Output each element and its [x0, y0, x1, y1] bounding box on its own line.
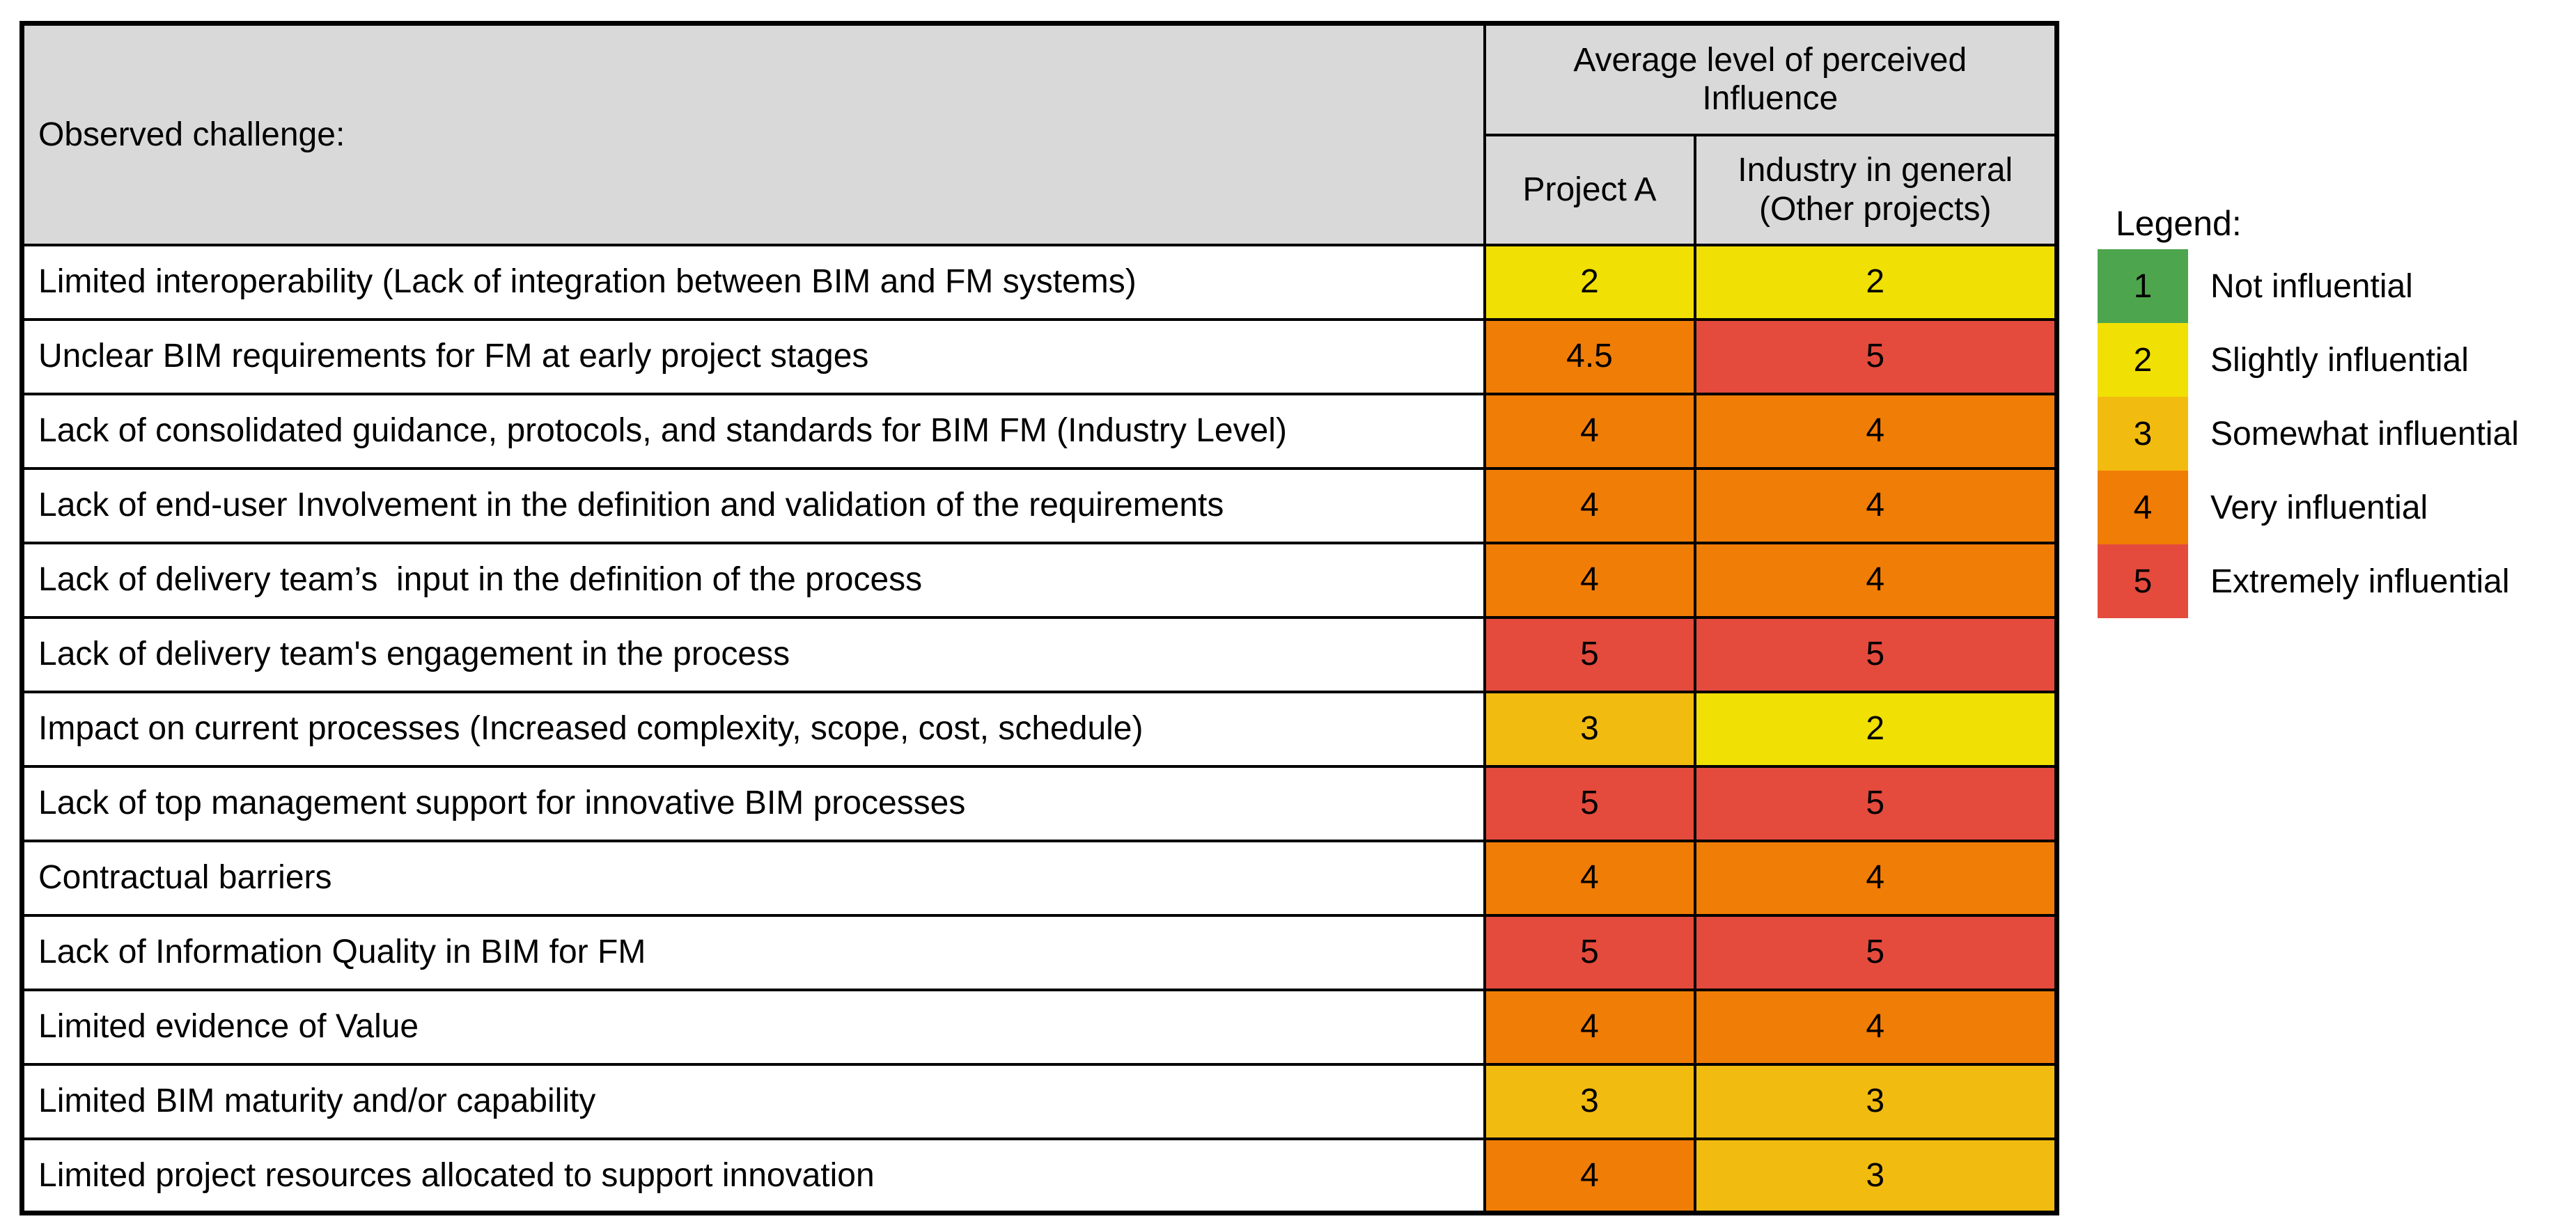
table-row: Lack of delivery team’s input in the def…	[20, 541, 2059, 619]
project-a-value-cell: 5	[1483, 913, 1696, 991]
legend-item: 2 Slightly influential	[2098, 323, 2575, 397]
table-row: Lack of end-user Involvement in the defi…	[20, 466, 2059, 544]
industry-column-header-label: Industry in general (Other projects)	[1738, 152, 2013, 228]
legend-value: 3	[2133, 415, 2153, 452]
industry-column-header: Industry in general (Other projects)	[1693, 133, 2059, 246]
project-a-value-cell: 4	[1483, 541, 1696, 619]
challenge-cell: Limited BIM maturity and/or capability	[20, 1062, 1486, 1140]
challenge-cell: Lack of top management support for innov…	[20, 764, 1486, 842]
table-row: Limited interoperability (Lack of integr…	[20, 243, 2059, 321]
legend-item: 4 Very influential	[2098, 471, 2575, 544]
industry-value-cell: 4	[1693, 466, 2059, 544]
legend-label: Not influential	[2210, 267, 2413, 305]
legend-title: Legend:	[2116, 204, 2242, 243]
industry-value-cell: 5	[1693, 317, 2059, 395]
legend-value: 2	[2133, 341, 2153, 379]
legend-color-chip: 5	[2098, 544, 2188, 618]
header-row-2: Project A Industry in general (Other pro…	[22, 133, 2059, 246]
influence-group-header-label: Average level of perceived Influence	[1573, 42, 1967, 118]
table-row: Unclear BIM requirements for FM at early…	[20, 317, 2059, 395]
legend-color-chip: 2	[2098, 323, 2188, 397]
table-row: Impact on current processes (Increased c…	[20, 690, 2059, 768]
legend-value: 5	[2133, 562, 2153, 600]
industry-value-cell: 2	[1693, 243, 2059, 321]
project-a-value-cell: 4	[1483, 988, 1696, 1066]
table-row: Contractual barriers 4 4	[20, 839, 2059, 917]
project-a-value-cell: 2	[1483, 243, 1696, 321]
project-a-value-cell: 3	[1483, 1062, 1696, 1140]
table-row: Lack of consolidated guidance, protocols…	[20, 392, 2059, 470]
legend-label: Extremely influential	[2210, 562, 2510, 600]
industry-value-cell: 5	[1693, 764, 2059, 842]
project-a-value-cell: 4	[1483, 466, 1696, 544]
project-a-value-cell: 5	[1483, 764, 1696, 842]
table-row: Limited BIM maturity and/or capability 3…	[20, 1062, 2059, 1140]
table-row: Lack of top management support for innov…	[20, 764, 2059, 842]
industry-value-cell: 4	[1693, 839, 2059, 917]
challenge-cell: Lack of Information Quality in BIM for F…	[20, 913, 1486, 991]
table-row: Limited evidence of Value 4 4	[20, 988, 2059, 1066]
project-a-value-cell: 4	[1483, 392, 1696, 470]
industry-value-cell: 2	[1693, 690, 2059, 768]
legend-value: 1	[2133, 267, 2153, 305]
legend-items: 1 Not influential 2 Slightly influential…	[2098, 249, 2575, 618]
project-a-column-header: Project A	[1483, 133, 1696, 246]
table-row: Lack of delivery team's engagement in th…	[20, 615, 2059, 693]
table-row: Lack of Information Quality in BIM for F…	[20, 913, 2059, 991]
legend-item: 5 Extremely influential	[2098, 544, 2575, 618]
project-a-value-cell: 4	[1483, 839, 1696, 917]
challenges-table: Observed challenge: Average level of per…	[19, 21, 2059, 1215]
influence-group-header: Average level of perceived Influence	[1483, 22, 2059, 136]
industry-value-cell: 4	[1693, 541, 2059, 619]
challenge-cell: Unclear BIM requirements for FM at early…	[20, 317, 1486, 395]
table-body: Observed challenge: Average level of per…	[20, 22, 2059, 1215]
legend-label: Slightly influential	[2210, 341, 2469, 379]
header-row-1: Observed challenge: Average level of per…	[20, 22, 2059, 246]
project-a-value-cell: 4	[1483, 1137, 1696, 1215]
project-a-value-cell: 3	[1483, 690, 1696, 768]
legend-item: 3 Somewhat influential	[2098, 397, 2575, 471]
challenge-cell: Limited interoperability (Lack of integr…	[20, 243, 1486, 321]
legend-value: 4	[2133, 489, 2153, 526]
project-a-value-cell: 4.5	[1483, 317, 1696, 395]
challenge-cell: Lack of delivery team’s input in the def…	[20, 541, 1486, 619]
table-row: Limited project resources allocated to s…	[20, 1137, 2059, 1215]
challenge-cell: Limited project resources allocated to s…	[20, 1137, 1486, 1215]
industry-value-cell: 4	[1693, 988, 2059, 1066]
industry-value-cell: 3	[1693, 1137, 2059, 1215]
legend-item: 1 Not influential	[2098, 249, 2575, 323]
industry-value-cell: 4	[1693, 392, 2059, 470]
challenge-cell: Limited evidence of Value	[20, 988, 1486, 1066]
challenge-cell: Lack of consolidated guidance, protocols…	[20, 392, 1486, 470]
legend-color-chip: 4	[2098, 471, 2188, 544]
challenge-cell: Lack of end-user Involvement in the defi…	[20, 466, 1486, 544]
legend: Legend: 1 Not influential 2 Slightly inf…	[2098, 203, 2575, 618]
project-a-value-cell: 5	[1483, 615, 1696, 693]
industry-value-cell: 5	[1693, 615, 2059, 693]
legend-label: Very influential	[2210, 489, 2428, 526]
challenge-cell: Contractual barriers	[20, 839, 1486, 917]
legend-color-chip: 3	[2098, 397, 2188, 471]
industry-value-cell: 5	[1693, 913, 2059, 991]
challenge-cell: Lack of delivery team's engagement in th…	[20, 615, 1486, 693]
legend-label: Somewhat influential	[2210, 415, 2519, 452]
observed-challenge-header: Observed challenge:	[20, 22, 1486, 246]
industry-value-cell: 3	[1693, 1062, 2059, 1140]
challenge-cell: Impact on current processes (Increased c…	[20, 690, 1486, 768]
legend-color-chip: 1	[2098, 249, 2188, 323]
